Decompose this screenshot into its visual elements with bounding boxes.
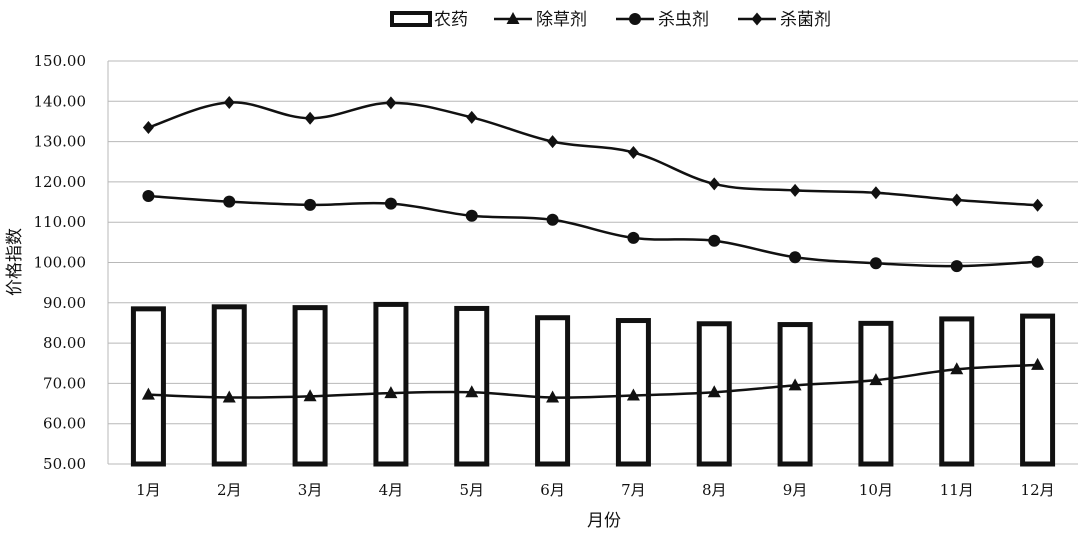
y-tick-label: 90.00 [43,294,86,312]
data-point [546,213,559,226]
data-point [626,388,640,401]
data-point [708,177,720,191]
data-point [789,251,802,264]
x-tick-label: 3月 [298,481,323,499]
series-line [148,363,1038,399]
y-axis-title: 价格指数 [5,228,25,296]
data-point [1031,255,1044,268]
data-point [951,193,963,207]
data-point [1032,198,1044,212]
x-tick-label: 9月 [783,481,808,499]
data-point [385,96,397,110]
bar [615,318,651,467]
y-axis-ticks: 50.00 60.00 70.00 80.00 90.00 100.00 110.00 120… [34,52,87,473]
data-point [870,186,882,200]
data-point [627,145,639,159]
legend-label: 农药 [434,10,468,30]
legend-marker [751,12,763,26]
y-tick-label: 120.00 [34,173,87,191]
data-point [384,386,398,399]
bar [858,320,894,467]
data-point [304,198,317,211]
data-point [141,387,155,400]
data-point [465,209,478,222]
data-point [465,385,479,398]
x-axis-ticks: 1月 2月 3月 4月 5月 6月 7月 8月 9月 10月 11月 12月 [136,481,1054,499]
y-tick-label: 150.00 [34,52,87,70]
data-point [303,389,317,402]
x-tick-label: 8月 [702,481,727,499]
data-point [869,373,883,386]
data-point [142,120,154,134]
gridlines [107,60,1078,465]
data-point [789,183,801,197]
x-tick-label: 7月 [621,481,646,499]
legend-marker [629,13,641,25]
x-tick-label: 6月 [540,481,565,499]
legend-swatch [390,11,432,27]
data-point [950,362,964,375]
legend: 农药 除草剂 杀虫剂 杀菌剂 [390,10,831,30]
data-point [869,257,882,270]
data-point [788,378,802,391]
bar [1020,313,1056,467]
data-point [707,385,721,398]
x-tick-label: 10月 [859,481,893,499]
bar [130,306,166,467]
data-point [304,111,316,125]
x-tick-label: 5月 [459,481,484,499]
data-point [547,135,559,149]
bar [211,304,247,467]
x-tick-label: 4月 [379,481,404,499]
data-point [466,110,478,124]
y-tick-label: 130.00 [34,133,87,151]
y-tick-label: 100.00 [34,254,87,272]
legend-marker [506,12,520,24]
y-tick-label: 60.00 [43,415,86,433]
bar [939,316,975,467]
y-tick-label: 80.00 [43,334,86,352]
data-point [223,195,236,208]
data-point [223,96,235,110]
bar [373,301,409,467]
x-tick-label: 11月 [940,481,974,499]
x-tick-label: 12月 [1021,481,1055,499]
x-tick-label: 1月 [136,481,161,499]
y-tick-label: 110.00 [34,213,87,231]
legend-label: 杀虫剂 [658,10,709,30]
line-series [141,96,1045,403]
bar [777,322,813,467]
data-point [950,260,963,273]
bar [292,305,328,467]
legend-label: 除草剂 [536,10,587,30]
data-point [708,234,721,247]
bar-series [130,301,1056,467]
series-line [148,194,1038,268]
legend-label: 杀菌剂 [780,10,831,30]
y-tick-label: 140.00 [34,92,87,110]
data-point [627,231,640,244]
data-point [1031,357,1045,370]
data-point [142,190,155,203]
y-tick-label: 70.00 [43,374,86,392]
series-line [148,101,1038,207]
x-axis-title: 月份 [587,511,621,531]
x-tick-label: 2月 [217,481,242,499]
data-point [222,390,236,403]
y-tick-label: 50.00 [43,455,86,473]
data-point [384,197,397,210]
data-point [546,390,560,403]
